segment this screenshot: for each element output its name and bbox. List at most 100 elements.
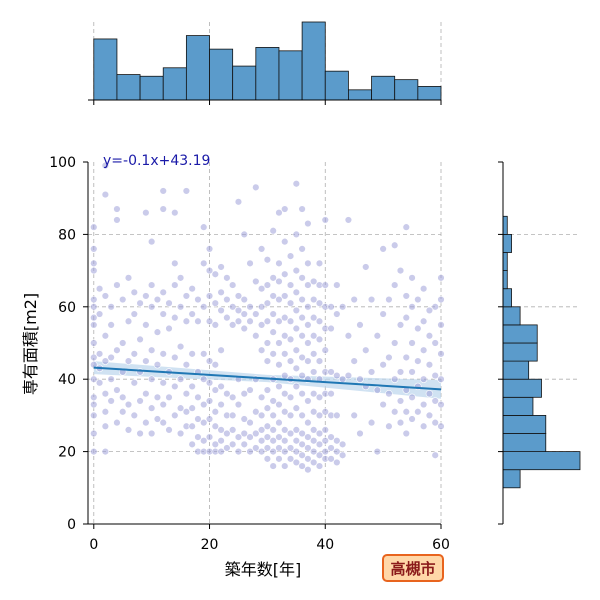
scatter-point — [263, 357, 272, 365]
scatter-point — [292, 447, 301, 456]
scatter-point — [379, 361, 387, 369]
scatter-point — [136, 429, 144, 438]
scatter-point — [90, 393, 98, 401]
scatter-point — [281, 292, 289, 300]
scatter-point — [263, 444, 272, 452]
histogram-bar-x — [394, 79, 419, 101]
scatter-point — [159, 310, 167, 318]
scatter-point — [263, 404, 272, 412]
scatter-point — [437, 295, 445, 304]
scatter-point — [304, 444, 312, 452]
scatter-point — [304, 321, 312, 329]
scatter-point — [200, 375, 208, 383]
scatter-point — [367, 418, 376, 427]
x-tick-label: 20 — [201, 537, 219, 553]
scatter-point — [211, 321, 220, 329]
scatter-point — [315, 393, 324, 401]
scatter-point — [327, 368, 335, 376]
scatter-point — [419, 422, 428, 430]
scatter-point — [147, 237, 156, 246]
scatter-point — [286, 455, 295, 463]
scatter-point — [367, 368, 376, 376]
scatter-point — [379, 310, 387, 318]
scatter-point — [223, 444, 231, 452]
scatter-point — [269, 462, 277, 470]
scatter-point — [396, 368, 405, 376]
scatter-point — [309, 426, 318, 434]
scatter-point — [159, 350, 167, 358]
scatter-point — [205, 397, 214, 405]
scatter-point — [304, 397, 312, 405]
scatter-point — [159, 187, 167, 195]
scatter-point — [321, 408, 329, 416]
scatter-point — [292, 364, 301, 373]
histogram-bar-x — [348, 89, 372, 101]
regression-line-path — [93, 366, 442, 391]
scatter-point — [333, 310, 341, 318]
scatter-point — [327, 324, 335, 333]
scatter-point — [246, 303, 254, 311]
scatter-point — [234, 292, 243, 300]
scatter-point — [263, 281, 272, 289]
scatter-point — [107, 397, 115, 405]
scatter-point — [385, 389, 393, 398]
scatter-point — [385, 422, 393, 430]
histogram-bar-y — [502, 288, 512, 308]
scatter-point — [90, 266, 98, 275]
scatter-point — [211, 422, 220, 430]
scatter-point — [344, 216, 353, 224]
scatter-point — [281, 350, 289, 358]
scatter-point — [223, 313, 231, 322]
scatter-point — [171, 259, 179, 268]
scatter-point — [396, 266, 405, 275]
scatter-point — [298, 429, 306, 438]
scatter-point — [304, 339, 312, 347]
histogram-bar-x — [417, 86, 442, 101]
scatter-point — [327, 444, 335, 452]
scatter-point — [269, 292, 277, 300]
x-tick-label: 40 — [316, 537, 334, 553]
scatter-point — [142, 418, 150, 427]
scatter-point — [292, 230, 301, 239]
scatter-point — [136, 335, 144, 344]
scatter-point — [205, 379, 214, 387]
scatter-point — [165, 324, 173, 333]
scatter-point — [205, 266, 214, 275]
scatter-point — [252, 310, 260, 318]
scatter-point — [188, 422, 196, 430]
scatter-point — [281, 462, 289, 470]
scatter-point — [153, 328, 162, 336]
scatter-point — [101, 389, 110, 398]
scatter-point — [95, 285, 104, 293]
scatter-point — [281, 408, 289, 416]
scatter-point — [142, 389, 150, 398]
scatter-point — [281, 237, 289, 246]
scatter-point — [269, 328, 277, 336]
histogram-bar-y — [502, 378, 542, 398]
scatter-point — [147, 346, 156, 354]
scatter-point — [338, 451, 347, 459]
scatter-point — [176, 429, 185, 438]
scatter-point — [234, 317, 243, 325]
scatter-point — [153, 393, 162, 401]
scatter-point — [292, 426, 301, 434]
scatter-point — [286, 393, 295, 401]
regression-equation-label: y=-0.1x+43.19 — [103, 153, 210, 169]
scatter-point — [211, 386, 220, 394]
scatter-point — [182, 317, 191, 325]
scatter-point — [257, 285, 266, 293]
scatter-point — [321, 346, 329, 354]
scatter-point — [234, 198, 243, 206]
scatter-point — [309, 313, 318, 322]
scatter-point — [234, 400, 243, 409]
scatter-point — [147, 404, 156, 412]
histogram-bar-y — [502, 342, 538, 362]
scatter-point — [350, 411, 358, 420]
city-badge-box — [382, 554, 444, 582]
scatter-point — [188, 350, 196, 358]
scatter-point — [90, 321, 98, 329]
scatter-point — [419, 400, 428, 409]
scatter-point — [119, 408, 127, 416]
scatter-point — [130, 288, 138, 297]
scatter-point — [333, 371, 341, 380]
